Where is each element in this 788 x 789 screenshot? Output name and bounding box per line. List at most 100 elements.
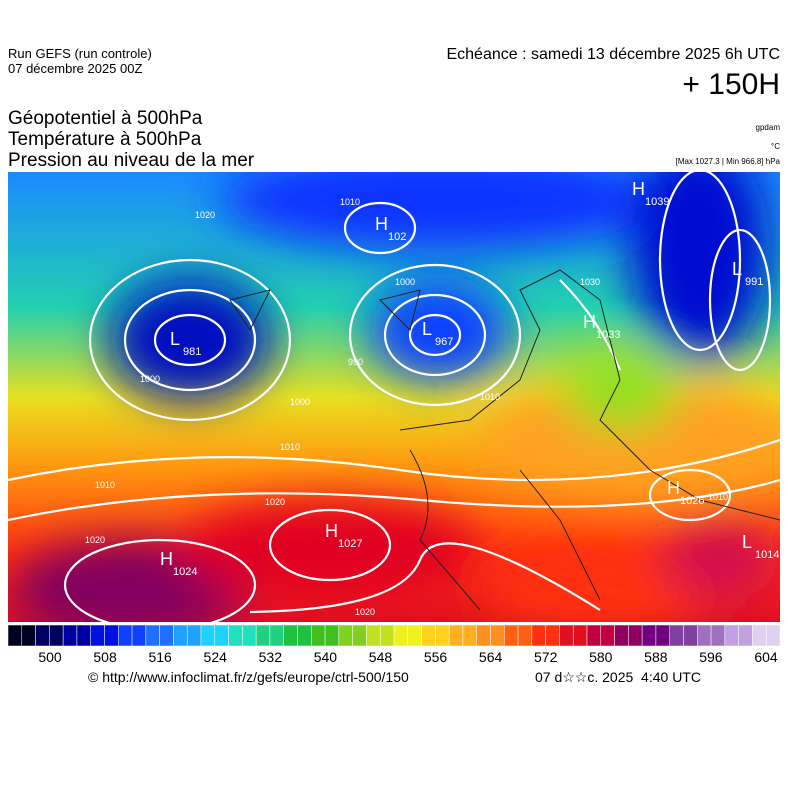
colorbar-label: 524 [204, 649, 228, 665]
colorbar-swatch [297, 624, 312, 647]
colorbar-swatch [462, 624, 477, 647]
echeance: Echéance : samedi 13 décembre 2025 6h UT… [446, 46, 780, 63]
colorbar-swatch [586, 624, 602, 647]
colorbar-label: 556 [424, 649, 448, 665]
isobar-label: 1010 [280, 442, 300, 452]
colorbar-label: 540 [314, 649, 338, 665]
isobar-label: 1010 [340, 197, 360, 207]
center-letter: L [732, 259, 742, 279]
colorbar-swatch [531, 624, 546, 647]
colorbar-swatch [476, 624, 491, 647]
colorbar-swatch [435, 624, 450, 647]
colorbar-swatch [269, 624, 284, 647]
isobar-label: 1030 [580, 277, 600, 287]
colorbar-swatch [62, 624, 78, 647]
colorbar-swatch [379, 624, 395, 647]
center-pressure: 1014 [755, 549, 779, 561]
colorbar-swatch [545, 624, 560, 647]
colorbar-swatch [697, 624, 712, 647]
colorbar-label: 580 [589, 649, 613, 665]
isobar-label: 1010 [95, 480, 115, 490]
isobar-label: 1020 [195, 210, 215, 220]
isobar-label: 1000 [140, 374, 160, 384]
title: Température à 500hPa [8, 129, 202, 150]
run: Run GEFS (run controle) [8, 46, 152, 61]
colorbar-label: 596 [699, 649, 723, 665]
unit: °C [771, 142, 780, 151]
isobar-label: 1020 [85, 535, 105, 545]
colorbar-swatch [338, 624, 353, 647]
colorbar-swatch [228, 624, 243, 647]
colorbar-swatch [490, 624, 505, 647]
center-letter: L [742, 532, 752, 552]
isobar-label: 1010 [708, 492, 728, 502]
colorbar-swatch [366, 624, 381, 647]
map: 500 508 516 524 532 540 548 556 564 572 580 588 596 6… [7, 172, 781, 665]
colorbar-swatch [724, 624, 739, 647]
colorbar-swatch [324, 624, 340, 647]
colorbar-swatch [600, 624, 615, 647]
colorbar-swatch [145, 624, 160, 647]
colorbar-label: 508 [93, 649, 117, 665]
colorbar-swatch [393, 624, 409, 647]
colorbar-swatch [352, 624, 367, 647]
center-letter: H [160, 549, 173, 569]
colorbar-swatch [710, 624, 726, 647]
colorbar-swatch [214, 624, 229, 647]
colorbar-swatch [159, 624, 174, 647]
colorbar-swatch [35, 624, 50, 647]
colorbar-label: 604 [754, 649, 778, 665]
center-pressure: 1033 [596, 329, 620, 341]
center-letter: H [325, 521, 338, 541]
center-pressure: 981 [183, 346, 201, 358]
colorbar-swatch [448, 624, 464, 647]
colorbar-label: 548 [369, 649, 393, 665]
colorbar-swatch [76, 624, 91, 647]
center-pressure: 967 [435, 336, 453, 348]
center-letter: L [170, 329, 180, 349]
colorbar-swatch [559, 624, 574, 647]
colorbar-swatch [283, 624, 298, 647]
colorbar-swatch [765, 624, 781, 647]
center-letter: H [583, 312, 596, 332]
colorbar-swatch [738, 624, 753, 647]
colorbar-swatch [186, 624, 202, 647]
colorbar-swatch [669, 624, 684, 647]
colorbar-swatch [407, 624, 422, 647]
colorbar-swatch [173, 624, 188, 647]
colorbar-label: 500 [38, 649, 62, 665]
center-pressure: 1039 [645, 196, 669, 208]
isobar-label: 990 [348, 357, 363, 367]
colorbar-label: 572 [534, 649, 558, 665]
colorbar-swatch [49, 624, 64, 647]
center-pressure: 1027 [338, 538, 362, 550]
source-url: © http://www.infoclimat.fr/z/gefs/europe… [88, 669, 409, 685]
center-pressure: 102 [388, 231, 406, 243]
lead-time: + 150H [682, 68, 780, 101]
colorbar-swatch [118, 624, 133, 647]
colorbar-swatch [572, 624, 588, 647]
colorbar-swatch [311, 624, 326, 647]
title: Géopotentiel à 500hPa [8, 108, 203, 129]
colorbar-swatch [655, 624, 670, 647]
center-letter: L [422, 319, 432, 339]
center-letter: H [632, 179, 645, 199]
colorbar-label: 588 [644, 649, 668, 665]
colorbar-label: 532 [259, 649, 283, 665]
colorbar-swatch [683, 624, 698, 647]
colorbar-swatch [104, 624, 119, 647]
isobar-label: 1000 [395, 277, 415, 287]
colorbar-swatch [255, 624, 271, 647]
center-pressure: 1024 [173, 566, 197, 578]
colorbar-label: 564 [479, 649, 503, 665]
run-date: 07 décembre 2025 00Z [8, 61, 143, 76]
center-letter: H [375, 214, 388, 234]
center-pressure: 1026 [680, 495, 704, 507]
colorbar-swatch [752, 624, 767, 647]
colorbar-swatch [504, 624, 519, 647]
timestamp: 07 d☆☆c. 2025 4:40 UTC [535, 669, 701, 685]
isobar-label: 1020 [355, 607, 375, 617]
title: Pression au niveau de la mer [8, 150, 255, 171]
isobar-label: 1000 [290, 397, 310, 407]
